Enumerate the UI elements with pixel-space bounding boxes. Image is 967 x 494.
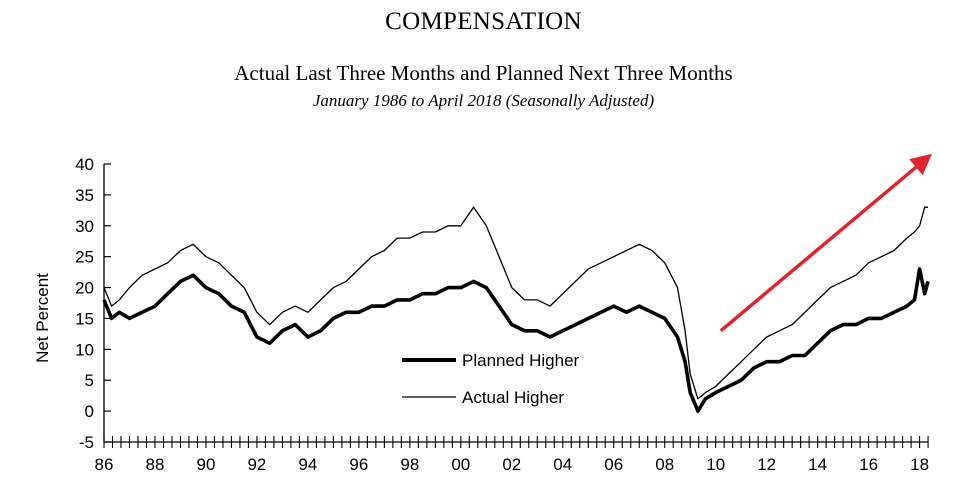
x-tick-label: 18 [910, 455, 929, 474]
trend-arrow [719, 153, 933, 333]
y-axis-label: Net Percent [33, 273, 52, 363]
y-tick-label: 10 [75, 340, 94, 359]
x-tick-label: 10 [706, 455, 725, 474]
legend-label-planned: Planned Higher [462, 351, 580, 370]
x-tick-label: 90 [196, 455, 215, 474]
x-tick-label: 04 [553, 455, 572, 474]
x-tick-label: 12 [757, 455, 776, 474]
y-tick-label: 30 [75, 217, 94, 236]
x-tick-label: 92 [247, 455, 266, 474]
y-tick-label: 40 [75, 155, 94, 174]
series-line-actual-higher [103, 206, 928, 400]
axes: -5 0 5 10 15 20 25 30 35 40 86 88 90 92 94 96 98 00 02 04 06… [75, 155, 929, 474]
chart-subtitle: Actual Last Three Months and Planned Nex… [234, 61, 733, 85]
x-tick-label: 16 [859, 455, 878, 474]
y-tick-label: 25 [75, 248, 94, 267]
series-line-planned-higher [102, 267, 930, 413]
x-tick-label: 96 [349, 455, 368, 474]
x-tick-label: 06 [604, 455, 623, 474]
chart-title: COMPENSATION [385, 8, 582, 35]
y-tick-label: 15 [75, 309, 94, 328]
y-tick-label: -5 [79, 433, 94, 452]
x-tick-label: 94 [298, 455, 317, 474]
x-tick-label: 98 [400, 455, 419, 474]
chart-date-range: January 1986 to April 2018 (Seasonally A… [312, 91, 655, 110]
x-tick-label: 14 [808, 455, 827, 474]
y-tick-label: 20 [75, 279, 94, 298]
legend: Planned Higher Actual Higher [402, 351, 580, 407]
legend-label-actual: Actual Higher [462, 388, 564, 407]
y-tick-label: 0 [85, 402, 94, 421]
series-layer [102, 206, 930, 413]
y-tick-label: 5 [85, 371, 94, 390]
x-tick-label: 02 [502, 455, 521, 474]
y-tick-label: 35 [75, 186, 94, 205]
x-tick-label: 00 [451, 455, 470, 474]
x-tick-label: 88 [146, 455, 165, 474]
x-tick-label: 08 [655, 455, 674, 474]
x-tick-label: 86 [95, 455, 114, 474]
